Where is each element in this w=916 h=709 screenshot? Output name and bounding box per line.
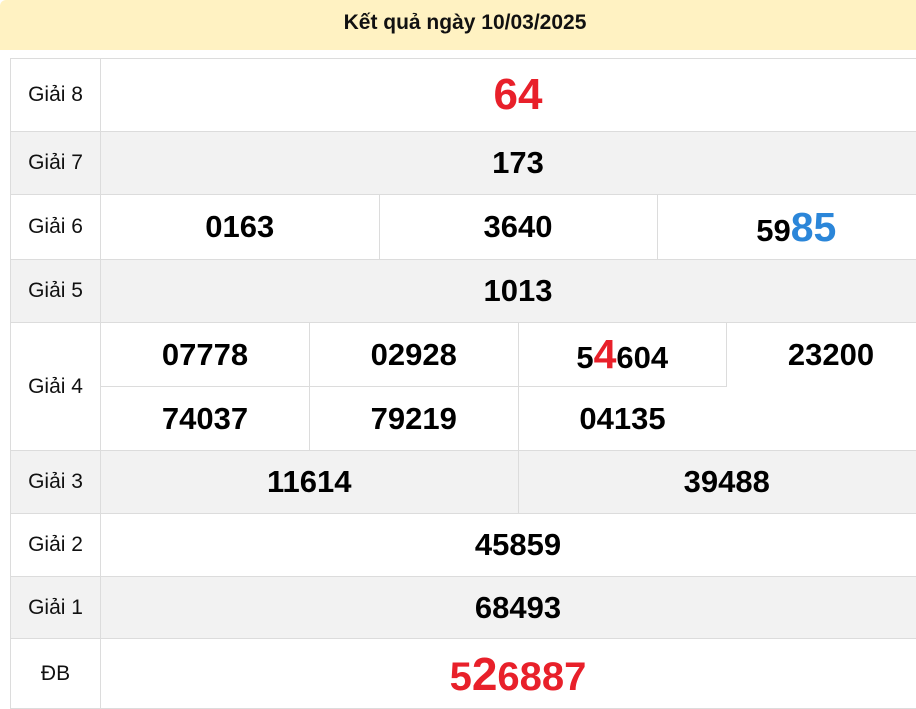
number-digits: 04135: [579, 401, 665, 436]
prize-values: 526887: [101, 639, 916, 709]
highlighted-digits: 4: [594, 331, 617, 377]
number-digits: 07778: [162, 337, 248, 372]
prize-row: Giải 7 173: [11, 132, 916, 195]
prize-number: 0163: [101, 195, 379, 259]
prize-values: 45859: [101, 514, 916, 577]
prize-number: 23200: [727, 323, 916, 387]
highlighted-digits: 5: [450, 655, 472, 699]
number-digits: 79219: [371, 401, 457, 436]
prize-number: 526887: [101, 639, 916, 708]
prize-number: 173: [101, 132, 916, 194]
number-digits: 68493: [475, 590, 561, 625]
prize-values: 68493: [101, 577, 916, 639]
number-digits: 5: [576, 340, 593, 375]
prize-values: 07778 02928 54604 23200 74037 79219 04135: [101, 323, 916, 451]
number-digits: 173: [492, 145, 544, 180]
prize-label: Giải 8: [11, 59, 101, 132]
highlighted-digits: 6887: [497, 655, 586, 699]
number-digits: 3640: [484, 209, 553, 244]
prize-number: 02928: [310, 323, 519, 387]
prize-values: 173: [101, 132, 916, 195]
prize-number: 45859: [101, 514, 916, 576]
prize-label: Giải 2: [11, 514, 101, 577]
highlighted-digits: 2: [472, 648, 498, 700]
number-digits: 11614: [267, 464, 352, 499]
prize-number: 54604: [518, 323, 727, 387]
prize-number: 64: [101, 59, 916, 131]
prize-values: 11614 39488: [101, 451, 916, 514]
prize-number: 74037: [101, 387, 310, 451]
prize-number: 3640: [379, 195, 657, 259]
prize-values: 0163 3640 5985: [101, 195, 916, 260]
number-digits: 1013: [484, 273, 553, 308]
prize-row: Giải 6 0163 3640 5985: [11, 195, 916, 260]
prize-values: 64: [101, 59, 916, 132]
highlighted-digits: 85: [791, 204, 837, 250]
prize-number: 5985: [657, 195, 916, 259]
prize-row: Giải 2 45859: [11, 514, 916, 577]
prize-number: 1013: [101, 260, 916, 322]
prize-label: Giải 4: [11, 323, 101, 451]
number-digits: 604: [616, 340, 668, 375]
prize-row: Giải 4 07778 02928 54604 23200 74037 79219 0413…: [11, 323, 916, 451]
prize-number: 39488: [518, 451, 916, 513]
number-digits: 23200: [788, 337, 874, 372]
prize-number: 04135: [518, 387, 727, 451]
prize-label: Giải 6: [11, 195, 101, 260]
prize-label: Giải 5: [11, 260, 101, 323]
prize-number: 79219: [310, 387, 519, 451]
prize-number: 11614: [101, 451, 518, 513]
number-digits: 45859: [475, 527, 561, 562]
prize-label: ĐB: [11, 639, 101, 709]
number-digits: 0163: [205, 209, 274, 244]
number-digits: 02928: [371, 337, 457, 372]
prize-label: Giải 3: [11, 451, 101, 514]
prize-number: 68493: [101, 577, 916, 638]
prize-row: Giải 8 64: [11, 59, 916, 132]
number-digits: 59: [756, 213, 790, 248]
prize-row: Giải 1 68493: [11, 577, 916, 639]
results-date-header: Kết quả ngày 10/03/2025: [0, 0, 916, 50]
prize-label: Giải 1: [11, 577, 101, 639]
number-digits: 74037: [162, 401, 248, 436]
prize-number: 07778: [101, 323, 310, 387]
prize-label: Giải 7: [11, 132, 101, 195]
prize-values: 1013: [101, 260, 916, 323]
prize-row: Giải 5 1013: [11, 260, 916, 323]
prize-row: Giải 3 11614 39488: [11, 451, 916, 514]
highlighted-digits: 64: [494, 70, 543, 119]
number-digits: 39488: [684, 464, 770, 499]
